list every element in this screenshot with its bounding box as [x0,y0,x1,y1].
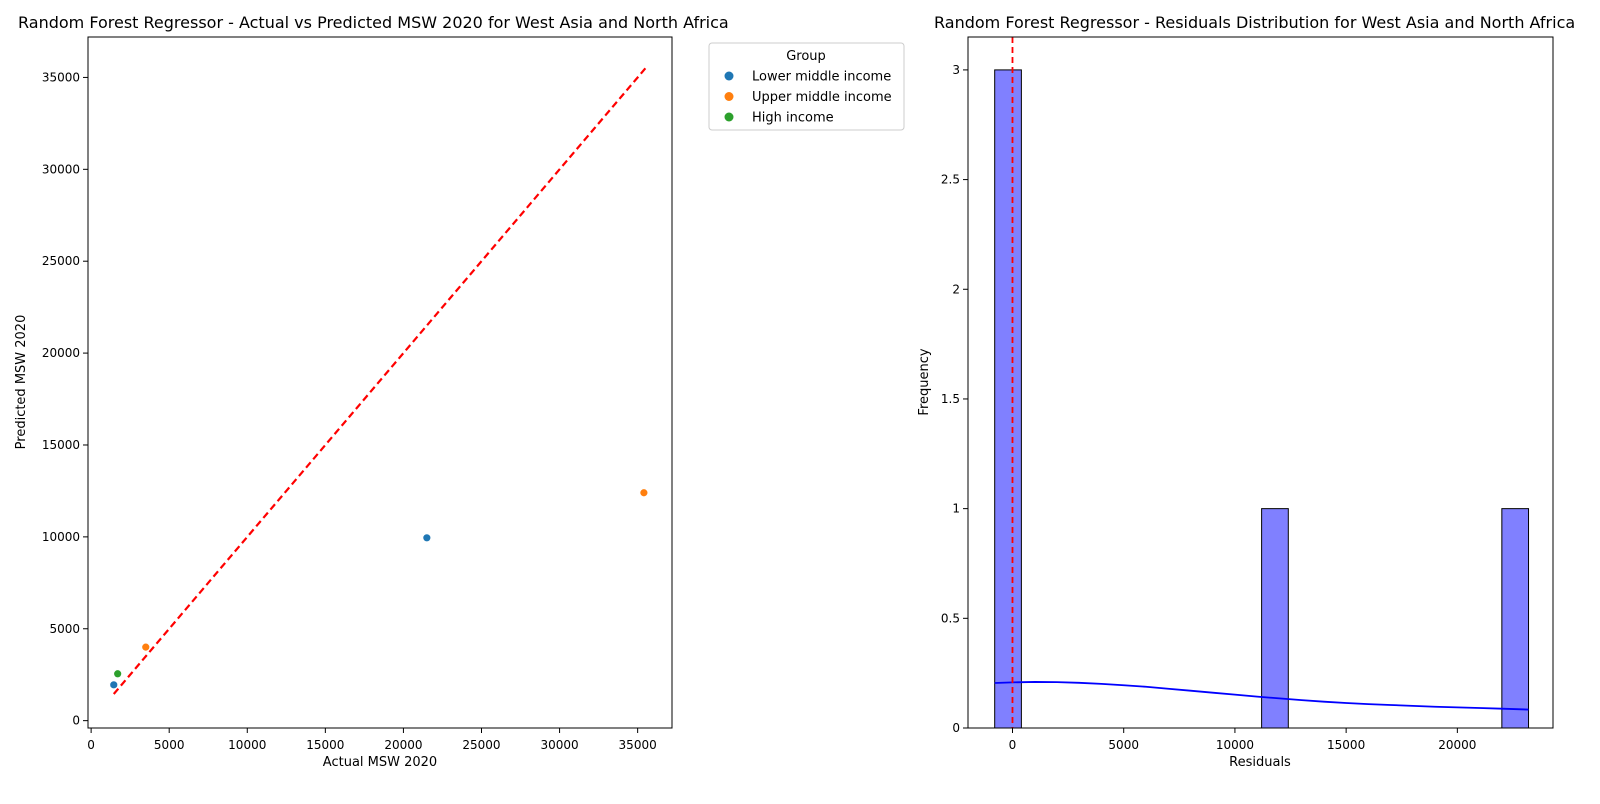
legend-frame [708,42,905,131]
histogram-y-tick-label: 1.5 [941,392,960,406]
scatter-point-high-income [113,669,123,679]
scatter-y-tick-label: 20000 [42,346,80,360]
scatter-x-tick-label: 0 [87,738,95,752]
reference-line [112,67,647,695]
scatter-y-axis-label: Predicted MSW 2020 [14,315,29,450]
scatter-y-tick-label: 5000 [49,622,80,636]
histogram-bar [1501,508,1530,729]
scatter-y-tick-label: 30000 [42,162,80,176]
scatter-x-tick-label: 30000 [540,738,578,752]
legend-marker-lower-middle-income [724,71,734,81]
histogram-title: Random Forest Regressor - Residuals Dist… [934,13,1575,32]
scatter-y-tick-label: 0 [72,714,80,728]
histogram-x-tick-label: 0 [1009,738,1017,752]
histogram-marks [994,37,1530,729]
scatter-ticks: 0 5000 10000 15000 20000 25000 30000 35000 0 5000… [42,70,657,752]
histogram-y-tick-label: 2.5 [941,173,960,187]
scatter-x-tick-label: 20000 [384,738,422,752]
scatter-point-upper-middle-income [639,488,649,498]
histogram-y-tick-label: 0 [952,721,960,735]
legend-label-high-income: High income [752,111,834,126]
histogram-plot: Random Forest Regressor - Residuals Dist… [917,13,1575,770]
scatter-point-lower-middle-income [422,533,432,543]
scatter-x-tick-label: 35000 [619,738,657,752]
histogram-bar [1261,508,1289,729]
scatter-x-tick-label: 15000 [306,738,344,752]
scatter-point-lower-middle-income [109,680,119,690]
legend-marker-high-income [724,112,734,122]
histogram-y-tick-label: 0.5 [941,611,960,625]
scatter-axes-frame [87,36,673,729]
histogram-ticks: 0 5000 10000 15000 20000 0 0.5 1 1.5 2 2.5 3 [941,63,1477,752]
histogram-x-tick-label: 5000 [1108,738,1139,752]
scatter-marks [109,67,649,695]
histogram-x-tick-label: 20000 [1438,738,1476,752]
legend-label-lower-middle-income: Lower middle income [752,70,891,85]
legend-entries: Lower middle income Upper middle income Hi… [724,70,892,126]
histogram-x-tick-label: 15000 [1327,738,1365,752]
legend-title: Group [786,49,826,64]
scatter-plot: Random Forest Regressor - Actual vs Pred… [14,13,729,770]
scatter-y-tick-label: 25000 [42,254,80,268]
histogram-y-tick-label: 1 [952,502,960,516]
histogram-x-axis-label: Residuals [1229,755,1291,770]
histogram-x-tick-label: 10000 [1216,738,1254,752]
legend: Group Lower middle income Upper middle in… [708,42,905,131]
scatter-title: Random Forest Regressor - Actual vs Pred… [18,13,729,32]
histogram-bar [994,69,1022,729]
scatter-x-axis-label: Actual MSW 2020 [323,755,437,770]
scatter-x-tick-label: 10000 [228,738,266,752]
scatter-point-upper-middle-income [141,642,151,652]
scatter-y-tick-label: 15000 [42,438,80,452]
scatter-x-tick-label: 5000 [154,738,185,752]
legend-label-upper-middle-income: Upper middle income [752,90,892,105]
scatter-y-tick-label: 35000 [42,70,80,84]
histogram-y-tick-label: 2 [952,282,960,296]
kde-curve [994,681,1529,711]
histogram-y-axis-label: Frequency [917,348,932,415]
legend-marker-upper-middle-income [724,92,734,101]
histogram-y-tick-label: 3 [952,63,960,77]
scatter-y-tick-label: 10000 [42,530,80,544]
scatter-x-tick-label: 25000 [462,738,500,752]
histogram-axes-frame [967,36,1554,729]
